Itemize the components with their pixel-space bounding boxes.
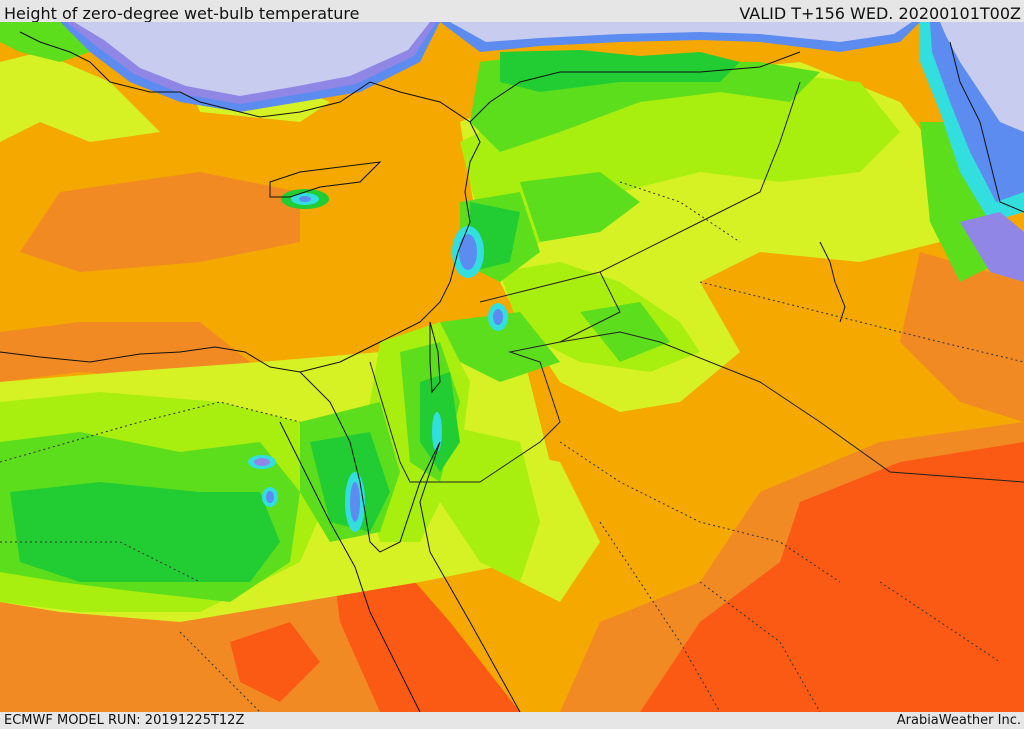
admin-boundary-layer [0,181,1024,712]
border-layer [369,81,1024,483]
valid-time-label: VALID T+156 WED. 20200101T00Z [739,4,1021,22]
model-run-label: ECMWF MODEL RUN: 20191225T12Z [4,713,245,728]
title-bar: Height of zero-degree wet-bulb temperatu… [0,0,1024,22]
cold-sea-layer [0,22,1024,282]
map-title: Height of zero-degree wet-bulb temperatu… [4,4,360,22]
coastline-layer [0,31,1024,712]
weather-map[interactable] [0,22,1024,712]
credit-label: ArabiaWeather Inc. [896,713,1021,728]
freezing-core-layer [248,189,508,532]
footer-bar: ECMWF MODEL RUN: 20191225T12Z ArabiaWeat… [0,712,1024,729]
